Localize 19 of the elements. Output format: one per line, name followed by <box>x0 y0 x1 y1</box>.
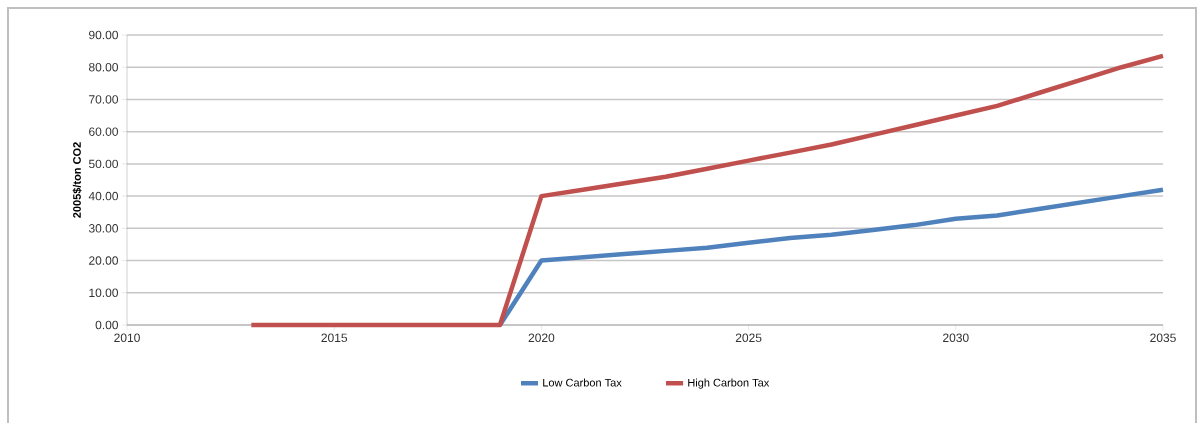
y-axis-title: 2005$/ton CO2 <box>72 142 82 218</box>
y-tick-label: 50.00 <box>88 159 119 169</box>
x-tick-label: 2010 <box>114 333 140 343</box>
y-tick-label: 10.00 <box>89 288 119 298</box>
x-tick-label: 2020 <box>528 333 555 343</box>
y-tick-label: 20.00 <box>89 256 119 265</box>
x-tick-label: 2025 <box>735 333 762 343</box>
y-tick-label: 40.00 <box>88 191 119 201</box>
legend-label: Low Carbon Tax <box>543 378 622 387</box>
x-tick-label: 2015 <box>321 333 348 343</box>
y-tick-label: 70.00 <box>89 95 119 104</box>
x-tick-label: 2035 <box>1150 333 1176 343</box>
y-tick-label: 90.00 <box>89 30 119 40</box>
legend-label: High Carbon Tax <box>688 378 770 389</box>
y-tick-label: 60.00 <box>89 127 119 136</box>
x-tick-label: 2030 <box>943 333 969 343</box>
y-tick-label: 0.00 <box>95 320 119 330</box>
y-tick-label: 30.00 <box>88 224 119 233</box>
y-tick-label: 80.00 <box>88 62 119 72</box>
